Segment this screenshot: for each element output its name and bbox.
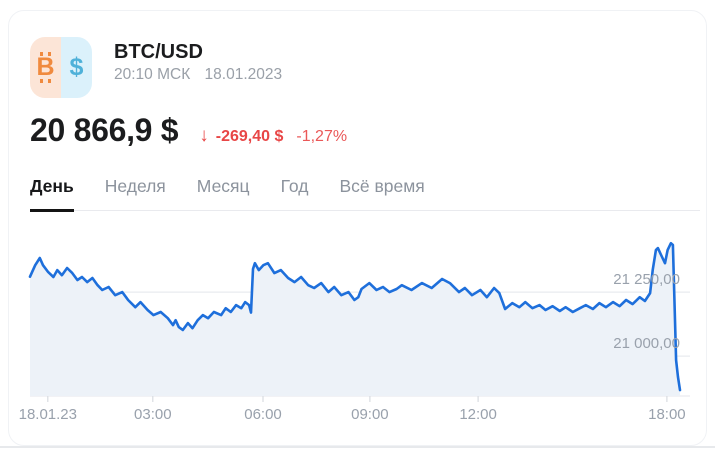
price-chart-svg (28, 241, 690, 402)
price-change-abs: -269,40 $ (215, 128, 284, 145)
current-price: 20 866,9 $ (30, 112, 179, 148)
bitcoin-icon (36, 52, 54, 83)
bitcoin-icon-half (30, 37, 61, 98)
x-axis-label: 12:00 (459, 406, 497, 423)
price-change-pct: -1,27% (296, 128, 348, 145)
tab-month[interactable]: Месяц (197, 176, 250, 212)
tab-all-time[interactable]: Всё время (339, 176, 424, 212)
x-axis-label: 18:00 (648, 406, 686, 423)
y-axis-label: 21 250,00 (613, 271, 680, 289)
down-arrow-icon: ↓ (199, 125, 209, 146)
price-line (28, 241, 682, 392)
pair-title: BTC/USD (114, 41, 203, 63)
x-axis-label: 09:00 (351, 406, 389, 423)
y-axis-label: 21 000,00 (613, 335, 680, 353)
period-tabs: День Неделя Месяц Год Всё время (30, 176, 700, 212)
quote-time: 20:10 МСК (114, 66, 191, 83)
tab-day[interactable]: День (30, 176, 74, 212)
btc-usd-pair-icon: $ (30, 37, 92, 98)
tab-week[interactable]: Неделя (105, 176, 166, 212)
x-axis-label: 18.01.23 (18, 406, 77, 423)
bottom-divider (0, 446, 715, 448)
quote-date: 18.01.2023 (204, 66, 283, 83)
x-axis-label: 03:00 (134, 406, 172, 423)
x-axis-label: 06:00 (244, 406, 282, 423)
dollar-icon-half: $ (61, 37, 92, 98)
price-chart[interactable]: 21 250,00 21 000,00 18.01.23 03:00 06:00 09:0… (19, 235, 690, 435)
quote-subtitle: 20:10 МСК 18.01.2023 (114, 66, 282, 84)
price-row: 20 866,9 $ ↓ -269,40 $ -1,27% (30, 112, 347, 149)
tab-year[interactable]: Год (281, 176, 309, 212)
dollar-icon: $ (69, 53, 84, 81)
price-area-fill (30, 243, 680, 396)
